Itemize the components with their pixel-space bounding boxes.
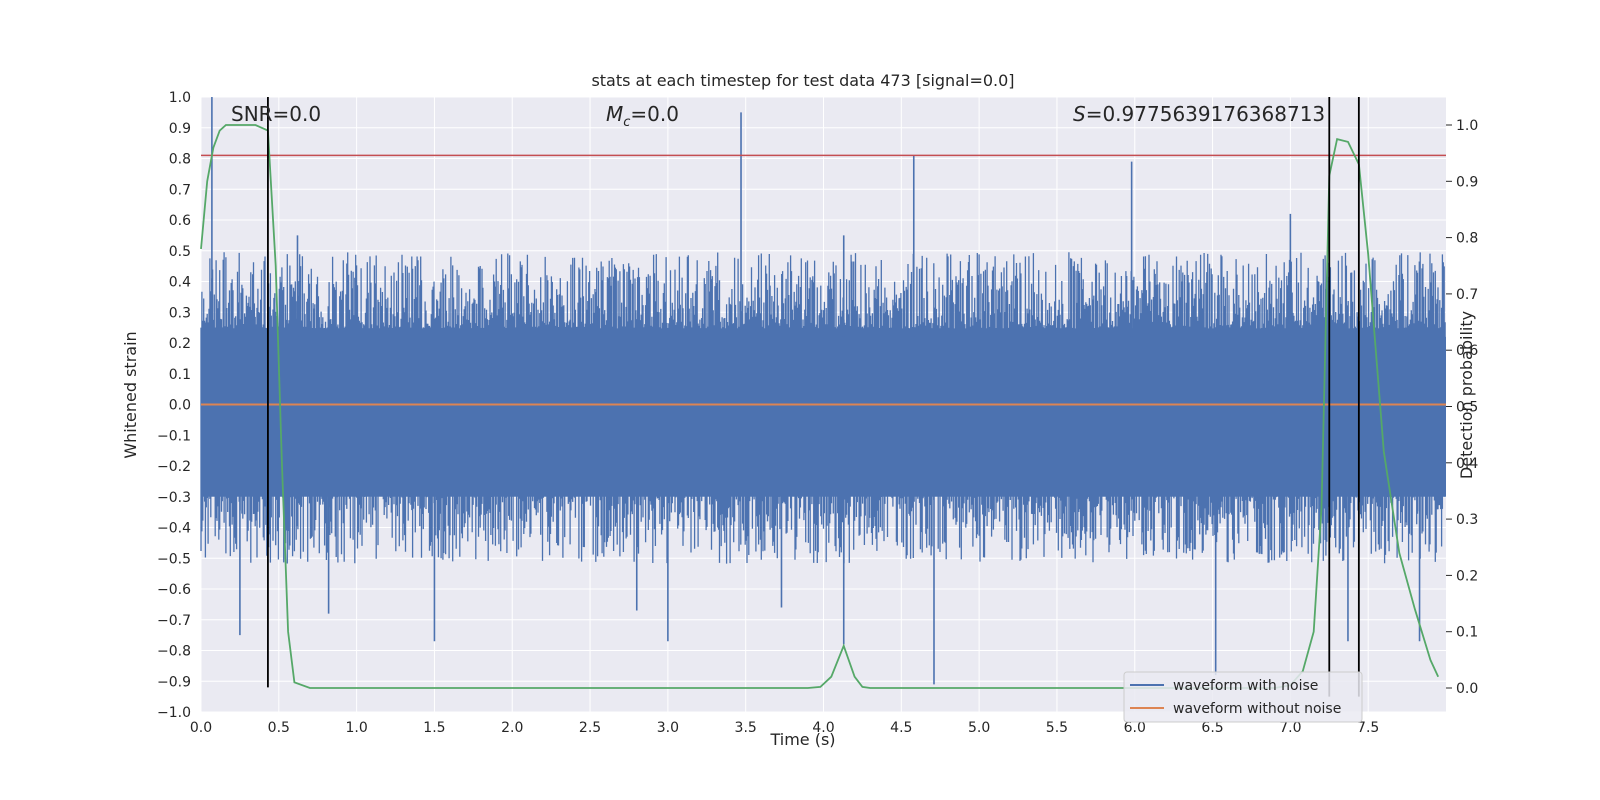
y2-tick-label: 0.3 [1456,512,1478,528]
y-tick-label: −0.7 [157,613,191,629]
y-tick-label: −0.2 [157,459,191,475]
legend-label-noise: waveform with noise [1173,678,1318,694]
y2-tick-label: 1.0 [1456,118,1478,134]
noise-band [201,336,1446,497]
waveform-with-noise-series [200,97,1446,685]
x-tick-label: 4.5 [890,720,912,736]
y2-tick-label: 0.0 [1456,681,1478,697]
x-tick-label: 1.0 [345,720,367,736]
legend: waveform with noise waveform without noi… [1123,671,1363,723]
overlay-lines [200,97,1446,697]
y2-axis-label: Detection probability [1457,311,1476,479]
mc-annotation: Mc=0.0 [606,102,679,130]
y2-tick-label: 0.2 [1456,568,1478,584]
y-tick-label: −0.4 [157,521,191,537]
y-tick-label: 0.5 [169,244,191,260]
s-annotation: S=0.9775639176368713 [1073,102,1325,126]
x-tick-label: 7.0 [1279,720,1301,736]
y-tick-label: −0.3 [157,490,191,506]
x-tick-label: 2.0 [501,720,523,736]
y-tick-label: 0.4 [169,275,191,291]
y-tick-label: 0.3 [169,305,191,321]
y2-tick-label: 0.9 [1456,174,1478,190]
snr-annotation: SNR=0.0 [231,102,321,126]
y2-tick-label: 0.6 [1456,343,1478,359]
x-axis-label: Time (s) [769,730,835,749]
x-tick-label: 3.5 [735,720,757,736]
x-tick-label: 0.5 [268,720,290,736]
y-tick-label: 0.8 [169,152,191,168]
x-tick-label: 6.0 [1124,720,1146,736]
x-tick-label: 5.0 [968,720,990,736]
y-tick-label: 0.0 [169,398,191,414]
y-tick-label: 0.1 [169,367,191,383]
x-tick-label: 5.5 [1046,720,1068,736]
y-tick-label: 0.7 [169,182,191,198]
x-tick-label: 2.5 [579,720,601,736]
y-tick-label: 0.2 [169,336,191,352]
x-tick-label: 0.0 [190,720,212,736]
y-tick-label: −0.8 [157,644,191,660]
y2-tick-label: 0.4 [1456,456,1478,472]
axis-ticks: 0.0 0.5 1.0 1.5 2.0 2.5 3.0 3.5 4.0 4.5 5.0 5.5 6.0 6… [157,90,1478,736]
y2-tick-label: 0.1 [1456,625,1478,641]
detection-probability-line [200,124,1440,689]
y-tick-label: −0.9 [157,674,191,690]
x-tick-label: 3.0 [657,720,679,736]
y2-tick-label: 0.5 [1456,400,1478,416]
y-tick-label: 0.9 [169,121,191,137]
y-tick-label: −0.5 [157,551,191,567]
x-tick-label: 6.5 [1201,720,1223,736]
y2-tick-label: 0.7 [1456,287,1478,303]
x-tick-label: 1.5 [423,720,445,736]
chart-title: stats at each timestep for test data 473… [591,71,1014,90]
y-tick-label: 0.6 [169,213,191,229]
y-tick-label: −1.0 [157,705,191,721]
legend-label-clean: waveform without noise [1173,701,1341,717]
y-tick-label: −0.6 [157,582,191,598]
y2-tick-label: 0.8 [1456,231,1478,247]
y-tick-label: −0.1 [157,428,191,444]
y-tick-label: 1.0 [169,90,191,106]
x-tick-label: 4.0 [812,720,834,736]
legend-box [1123,671,1363,723]
y-axis-label: Whitened strain [121,331,140,458]
x-tick-label: 7.5 [1357,720,1379,736]
